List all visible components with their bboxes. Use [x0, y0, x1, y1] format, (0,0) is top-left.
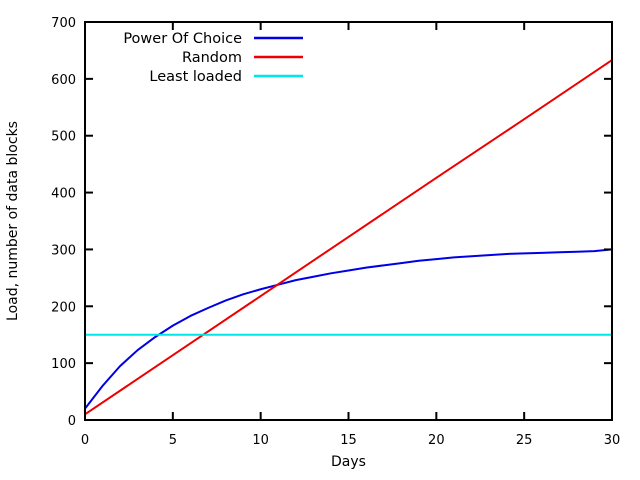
x-tick-label: 5 — [169, 433, 177, 448]
x-tick-label: 0 — [81, 433, 89, 448]
legend: Power Of Choice Random Least loaded — [123, 31, 303, 85]
y-tick-label: 500 — [51, 130, 76, 145]
legend-label-0: Power Of Choice — [123, 31, 242, 47]
legend-label-1: Random — [182, 50, 242, 66]
x-axis-label: Days — [331, 454, 366, 470]
y-tick-label: 600 — [51, 73, 76, 88]
x-tick-label: 20 — [428, 433, 445, 448]
y-tick-label: 100 — [51, 357, 76, 372]
y-tick-label: 300 — [51, 243, 76, 258]
y-tick-labels: 0 100 200 300 400 500 600 700 — [51, 16, 76, 429]
y-tick-label: 400 — [51, 187, 76, 202]
axis-ticks — [84, 21, 613, 421]
y-axis-label: Load, number of data blocks — [5, 121, 21, 321]
x-tick-label: 25 — [516, 433, 533, 448]
x-tick-label: 10 — [252, 433, 269, 448]
y-tick-label: 200 — [51, 300, 76, 315]
x-tick-label: 30 — [604, 433, 621, 448]
legend-label-2: Least loaded — [149, 69, 242, 85]
x-tick-labels: 0 5 10 15 20 25 30 — [81, 433, 620, 448]
x-tick-label: 15 — [340, 433, 357, 448]
series-line-0 — [85, 248, 612, 410]
data-series — [85, 59, 612, 416]
y-tick-label: 700 — [51, 16, 76, 31]
y-tick-label: 0 — [68, 414, 76, 429]
series-line-1 — [85, 59, 612, 416]
